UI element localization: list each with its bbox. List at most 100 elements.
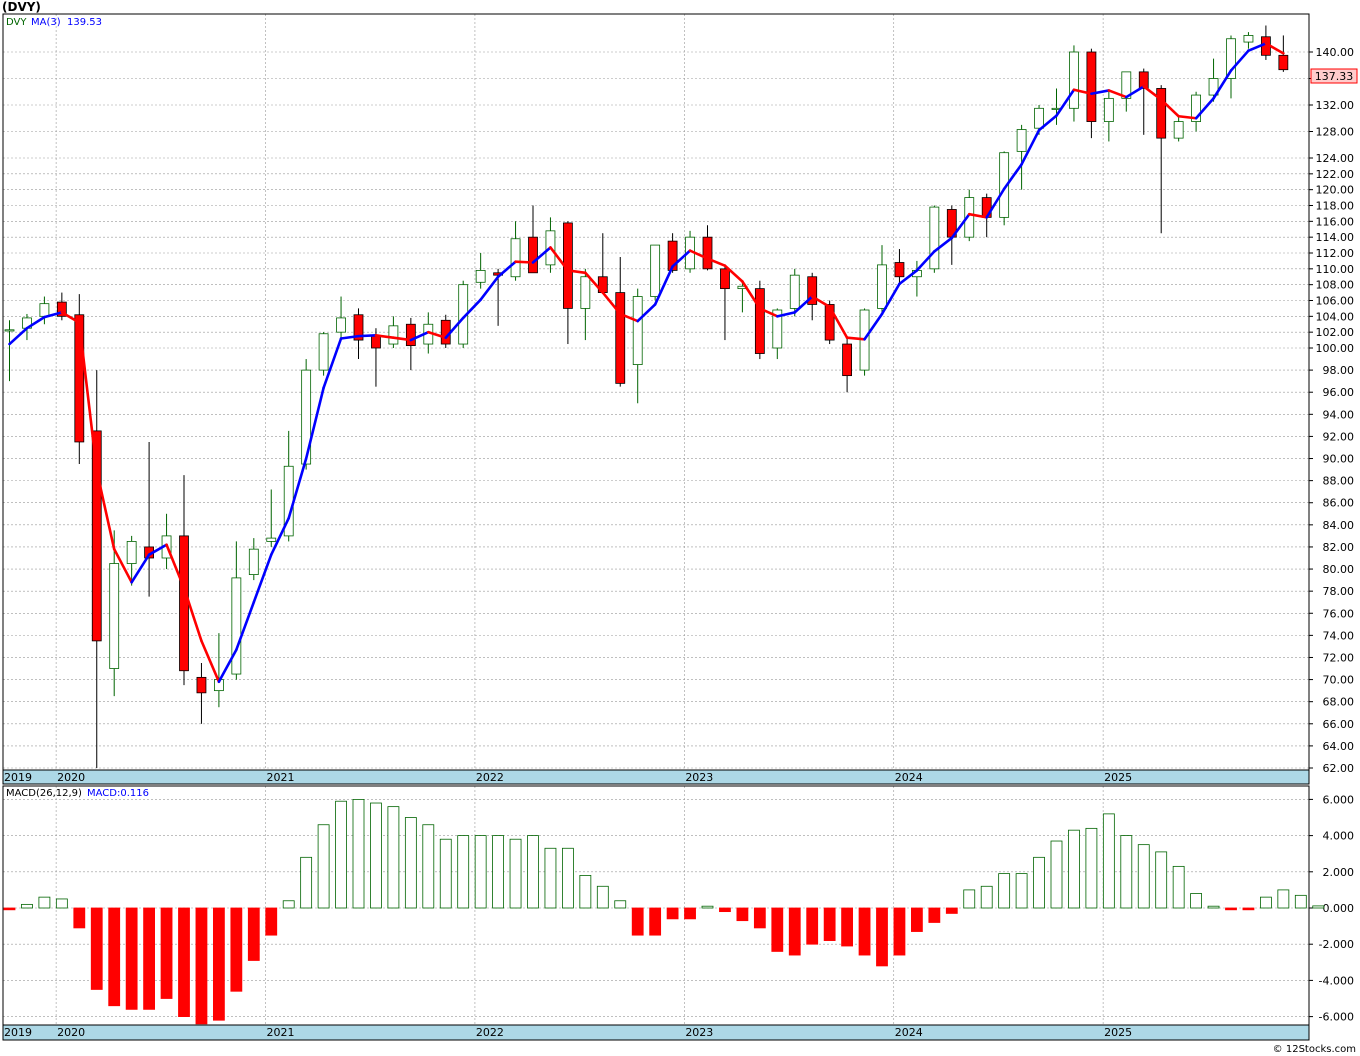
candle-body xyxy=(789,274,800,309)
ma-segment xyxy=(828,305,849,340)
ma-segment xyxy=(60,311,81,324)
candle xyxy=(1121,71,1132,112)
candle-body xyxy=(1103,97,1114,122)
candle-body xyxy=(929,206,940,270)
macd-bar xyxy=(945,907,958,914)
candle xyxy=(1138,68,1149,135)
price-tick-label: 122.00 xyxy=(1316,168,1355,181)
price-tick-label: 80.00 xyxy=(1323,563,1355,576)
candle xyxy=(1173,114,1184,142)
macd-bar xyxy=(631,907,644,936)
ma-segment xyxy=(810,295,831,309)
candle-body xyxy=(999,152,1010,218)
price-tick-label: 70.00 xyxy=(1323,674,1355,687)
last-price-label: 137.33 xyxy=(1315,70,1354,83)
candle xyxy=(1243,32,1254,49)
ma-segment xyxy=(688,249,709,260)
year-label: 2025 xyxy=(1104,771,1132,784)
macd-bar xyxy=(509,838,522,909)
price-tick-label: 68.00 xyxy=(1323,696,1355,709)
candle-body xyxy=(528,236,538,274)
macd-bar xyxy=(788,907,801,956)
macd-bar xyxy=(317,824,330,909)
macd-bar xyxy=(247,907,260,961)
macd-bar xyxy=(352,799,365,909)
candle-body xyxy=(754,288,765,354)
price-date-axis-band xyxy=(2,769,1310,785)
candle-body xyxy=(179,535,189,672)
macd-bar xyxy=(38,896,51,909)
price-tick-label: 66.00 xyxy=(1323,718,1355,731)
candle xyxy=(615,256,626,387)
year-label: 2022 xyxy=(476,1026,504,1039)
year-label: 2025 xyxy=(1104,1026,1132,1039)
year-label: 2024 xyxy=(895,771,923,784)
candle xyxy=(1069,45,1079,122)
ma-segment xyxy=(793,295,814,314)
candle xyxy=(597,233,608,293)
candle-body xyxy=(1191,94,1201,122)
candle xyxy=(318,332,329,376)
macd-bar xyxy=(370,802,382,909)
price-tick-label: 92.00 xyxy=(1323,430,1355,443)
candle xyxy=(1226,35,1236,99)
ma-segment xyxy=(269,516,291,556)
ma-segment xyxy=(200,639,221,684)
macd-bar xyxy=(736,907,749,922)
candle-body xyxy=(894,262,905,278)
ma-segment xyxy=(165,543,186,590)
macd-bar xyxy=(1225,907,1237,911)
macd-bar xyxy=(160,907,173,999)
candle xyxy=(1191,91,1201,132)
candle xyxy=(545,217,556,273)
macd-bar xyxy=(701,905,714,909)
macd-bar xyxy=(1015,873,1028,909)
ma-segment xyxy=(514,260,535,264)
price-panel-frame xyxy=(2,13,1310,785)
macd-bar xyxy=(771,907,784,952)
candle-body xyxy=(772,309,783,349)
candle-body xyxy=(39,303,50,317)
candle xyxy=(213,633,224,708)
ma-segment xyxy=(1107,89,1128,99)
macd-bar xyxy=(858,907,871,956)
macd-tick-label: 4.000 xyxy=(1323,830,1355,843)
macd-bar xyxy=(1172,865,1185,909)
macd-bar xyxy=(579,875,592,909)
ma-segment xyxy=(950,212,971,240)
year-label: 2023 xyxy=(685,1026,713,1039)
legend-ma-value: 139.53 xyxy=(67,17,102,28)
legend-ma-label: MA(3) xyxy=(31,17,61,28)
candle-body xyxy=(720,268,730,290)
macd-bar xyxy=(3,907,16,911)
year-label: 2020 xyxy=(57,771,85,784)
macd-histogram xyxy=(3,799,1325,1025)
ma-segment xyxy=(1177,114,1198,120)
ma-segment xyxy=(601,291,622,316)
price-tick-label: 110.00 xyxy=(1316,263,1355,276)
candle xyxy=(1016,124,1027,190)
ma-segment xyxy=(235,600,256,652)
ma-segment xyxy=(25,315,46,330)
candle-body xyxy=(1173,121,1184,139)
candle xyxy=(388,316,399,348)
candle-body xyxy=(91,430,102,642)
year-label: 2023 xyxy=(685,771,713,784)
macd-bar xyxy=(265,907,278,936)
macd-bar xyxy=(1050,840,1063,909)
macd-bar xyxy=(457,835,470,909)
candle xyxy=(859,308,870,376)
candle xyxy=(109,530,120,697)
legend-macd-value: MACD:0.116 xyxy=(87,788,149,799)
macd-bar xyxy=(1260,896,1272,909)
macd-bar xyxy=(719,907,731,913)
candle xyxy=(894,249,905,285)
candle-body xyxy=(1034,107,1044,129)
macd-bar xyxy=(387,806,400,909)
macd-tick-label: -2.000 xyxy=(1319,938,1354,951)
candle-body xyxy=(126,541,137,564)
candle xyxy=(650,244,661,301)
ma-segment xyxy=(78,321,99,472)
ma-segment xyxy=(1264,42,1285,55)
